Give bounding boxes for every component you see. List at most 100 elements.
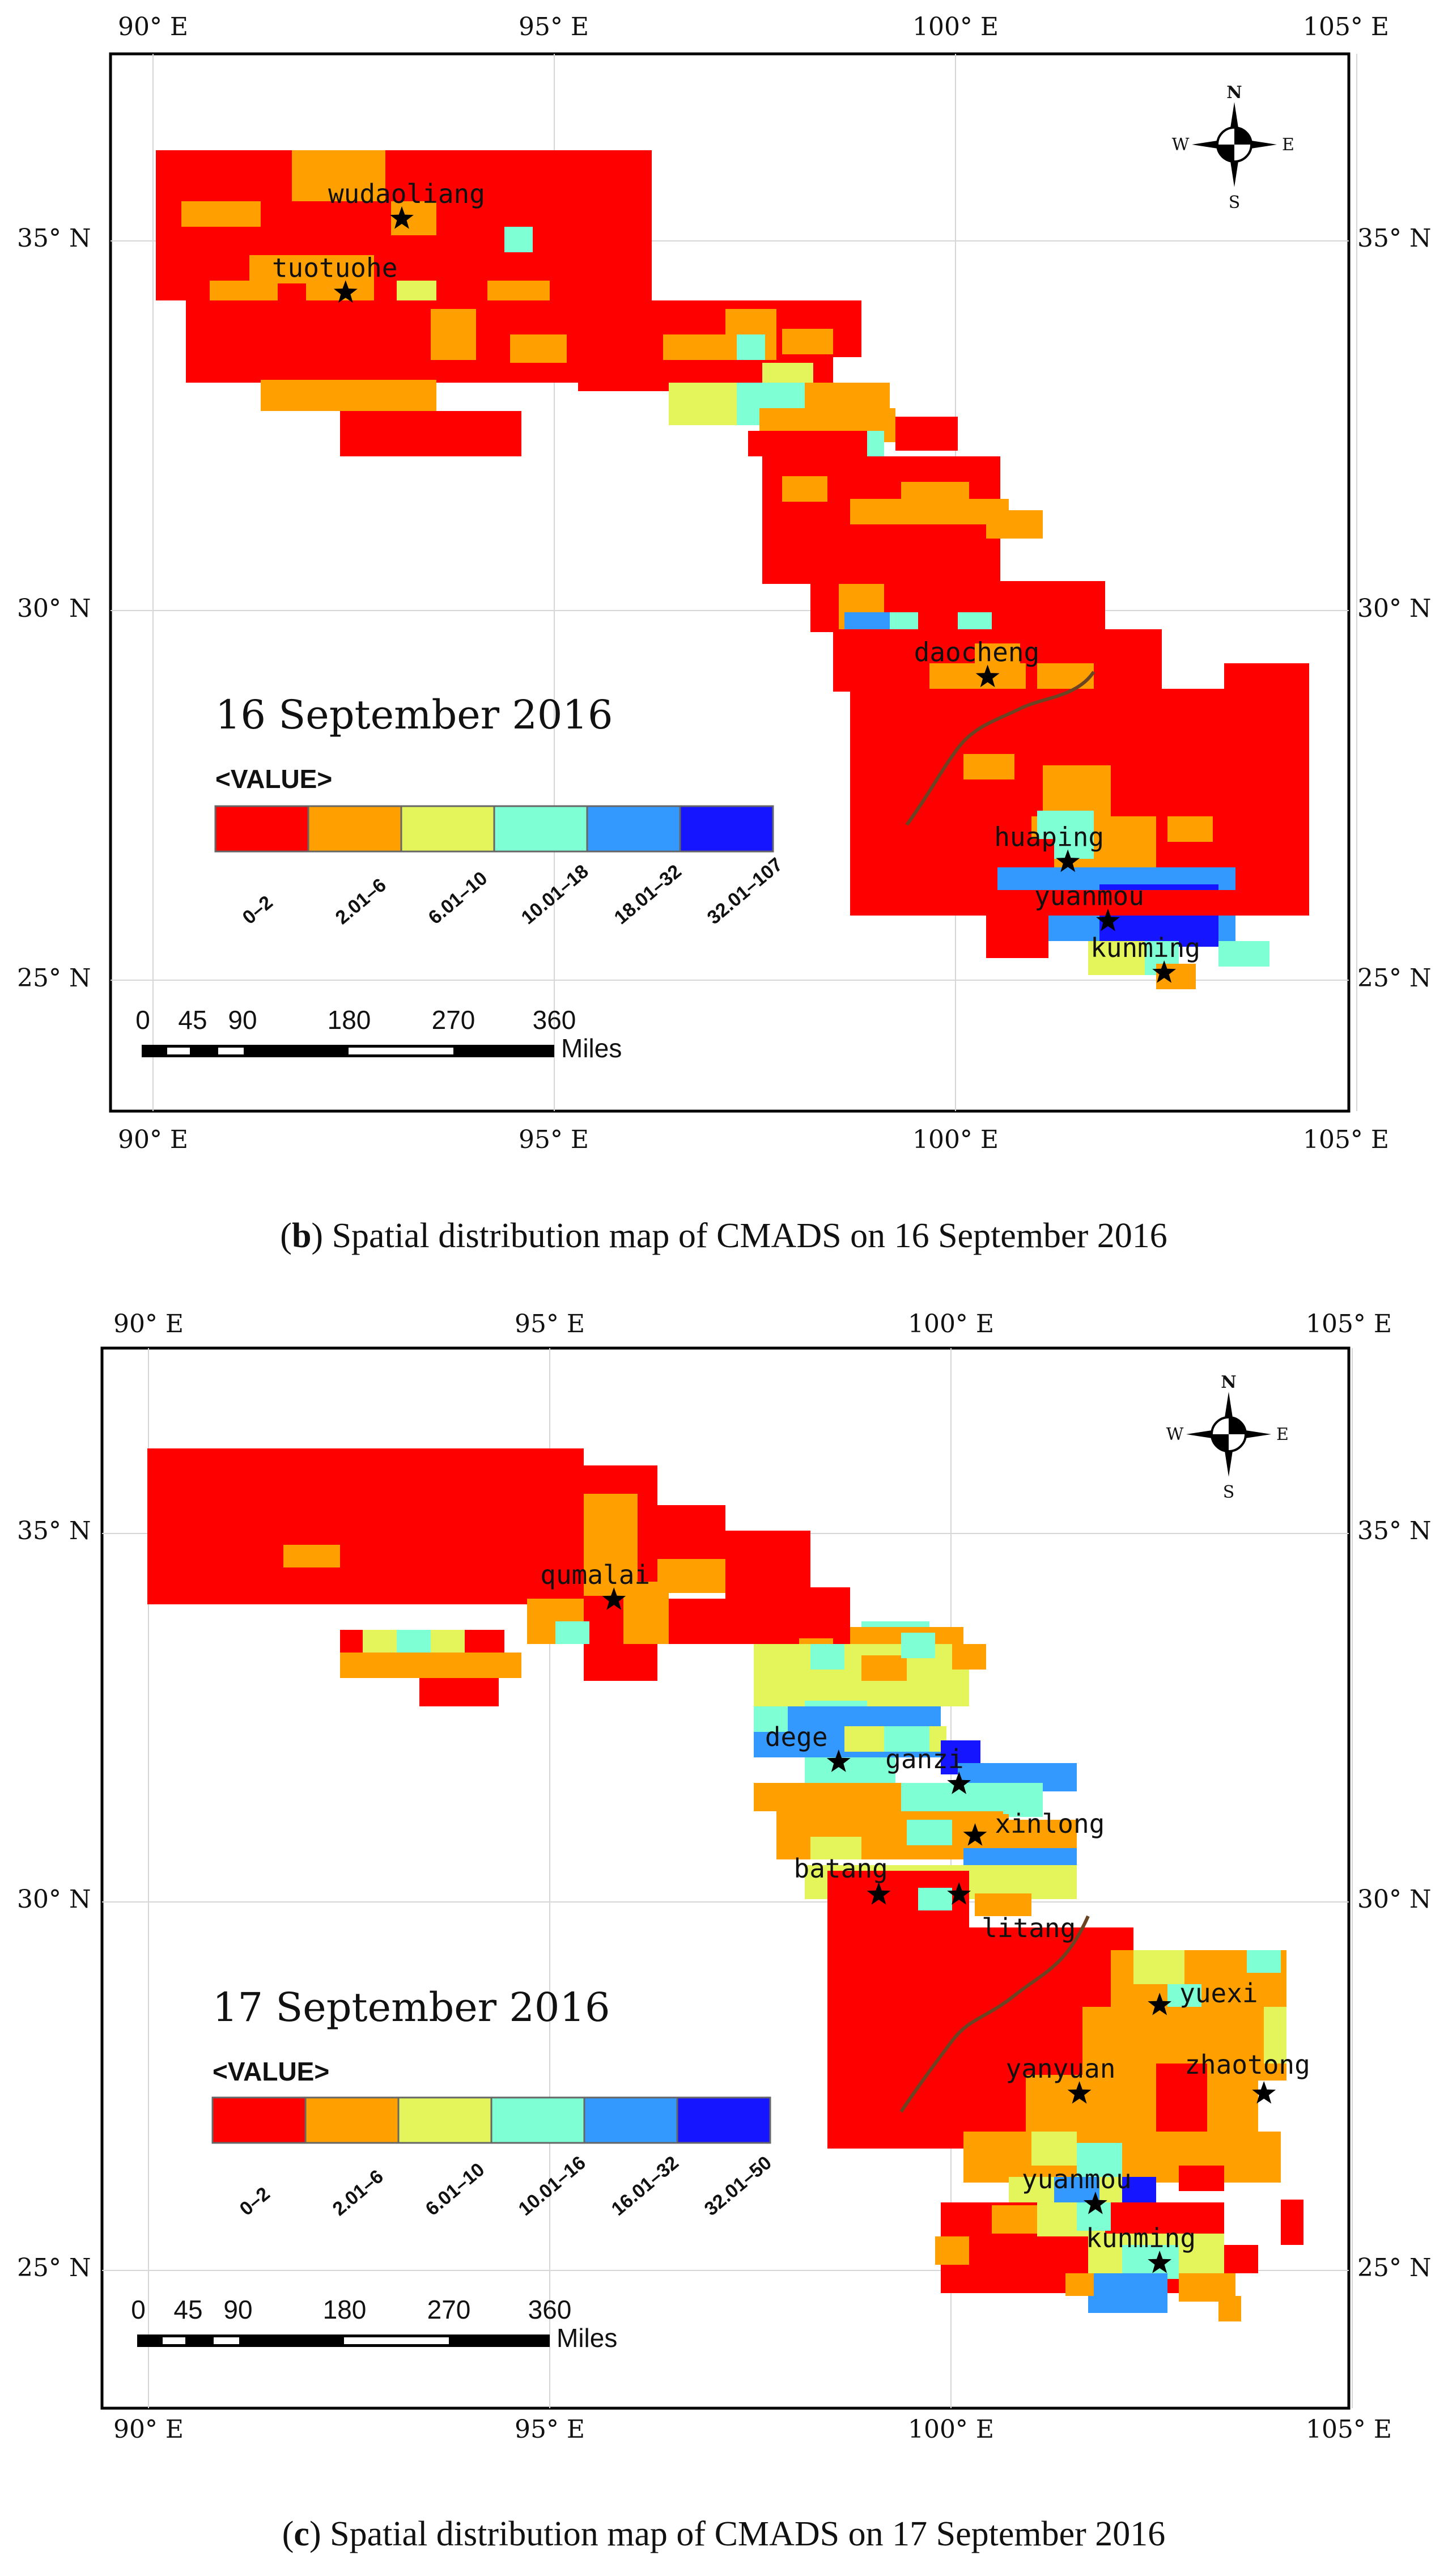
raster-cell-10.01–16 xyxy=(918,1888,952,1910)
right-lat-label-30: 30° N xyxy=(1357,1885,1431,1914)
station-star-yuanmou xyxy=(1084,2192,1107,2214)
raster-cell-2.01–6 xyxy=(261,380,436,411)
panel-17-september: 90° E 95° E 100° E 105° E 90° E 95° E 10… xyxy=(17,1310,1431,2553)
caption-text: Spatial distribution map of CMADS on 17 … xyxy=(330,2515,1165,2553)
scale-tick-360: 360 xyxy=(533,1005,576,1035)
raster-cell-10.01–16 xyxy=(754,1706,788,1732)
raster-cell-2.01–6 xyxy=(935,2236,969,2265)
raster-cell-2.01–6 xyxy=(1037,663,1094,689)
raster-cell-2.01–6 xyxy=(850,499,1009,524)
raster-cell-2.01–6 xyxy=(249,255,374,283)
raster-cell-6.01–10 xyxy=(1031,2132,1077,2166)
legend-swatch-6.01–10 xyxy=(400,805,495,853)
bottom-lon-label-90: 90° E xyxy=(118,1125,188,1154)
station-star-daocheng xyxy=(975,664,1000,688)
raster-cell-10.01–16 xyxy=(397,1630,431,1653)
raster-cell-0–2 xyxy=(805,527,975,584)
station-markers: qumalai dege ganzi xinlong batang litang yuexi… xyxy=(540,1560,1310,2273)
top-lon-label-100: 100° E xyxy=(912,12,999,41)
scale-tick-270: 270 xyxy=(427,2295,471,2324)
raster-cell-10.01–16 xyxy=(1247,1950,1281,1973)
station-star-huaping xyxy=(1056,849,1080,872)
station-label-batang: batang xyxy=(794,1853,888,1884)
bottom-lon-label-95: 95° E xyxy=(519,1125,589,1154)
scale-bar: 0 45 90 180 270 360 Miles xyxy=(135,1005,622,1063)
raster-cell-10.01–16 xyxy=(901,1633,935,1658)
raster-cell-0–2 xyxy=(737,1587,850,1644)
raster-cell-2.01–6 xyxy=(754,1783,901,1811)
station-star-kunming xyxy=(1152,960,1177,983)
top-lon-label-90: 90° E xyxy=(113,1310,184,1338)
date-label: 17 September 2016 xyxy=(213,1984,610,2031)
station-label-xinlong: xinlong xyxy=(995,1808,1105,1839)
raster-cell-2.01–6 xyxy=(283,1545,340,1567)
caption: (b) Spatial distribution map of CMADS on… xyxy=(280,1217,1167,1255)
left-lat-label-25: 25° N xyxy=(17,964,91,993)
raster-cell-0–2 xyxy=(1224,2245,1258,2273)
station-label-daocheng: daocheng xyxy=(914,637,1040,667)
station-star-dege xyxy=(826,1749,851,1772)
legend-swatch-2.01–6 xyxy=(307,805,402,853)
caption-letter: c xyxy=(294,2515,309,2553)
station-markers: wudaoliang tuotuohe daocheng huaping yuanmou… xyxy=(272,179,1200,983)
raster-cell-0–2 xyxy=(419,1678,499,1706)
left-lat-label-30: 30° N xyxy=(17,594,91,623)
panel-16-september: 90° E 95° E 100° E 105° E 90° E 95° E 10… xyxy=(17,12,1431,1255)
raster-cell-2.01–6 xyxy=(805,383,890,408)
station-label-zhaotong: zhaotong xyxy=(1184,2049,1310,2080)
raster-cell-10.01–16 xyxy=(1077,2143,1122,2177)
scale-tick-180: 180 xyxy=(328,1005,371,1035)
raster-cell-0–2 xyxy=(952,890,1303,916)
raster-cell-32.01–50 xyxy=(1122,2177,1156,2202)
date-label: 16 September 2016 xyxy=(215,692,613,738)
raster-cell-16.01–32 xyxy=(1054,2177,1099,2202)
station-label-kunming: kunming xyxy=(1090,933,1200,963)
raster-cell-2.01–6 xyxy=(952,1644,986,1670)
scale-tick-360: 360 xyxy=(528,2295,572,2324)
raster-cell-2.01–6 xyxy=(782,476,827,502)
raster-cell-2.01–6 xyxy=(986,510,1043,539)
left-lat-label-35: 35° N xyxy=(17,224,91,253)
compass-w: W xyxy=(1172,135,1190,155)
station-star-yuexi xyxy=(1148,1993,1172,2015)
station-label-qumalai: qumalai xyxy=(540,1560,650,1590)
raster-cell-2.01–6 xyxy=(431,309,476,360)
raster-cell-10.01–18 xyxy=(737,334,765,360)
caption: (c) Spatial distribution map of CMADS on… xyxy=(282,2515,1165,2553)
legend-swatch-32.01–107 xyxy=(679,805,774,853)
raster-cell-6.01–10 xyxy=(1264,2007,1286,2064)
station-label-kunming: kunming xyxy=(1086,2223,1196,2253)
compass-w: W xyxy=(1166,1425,1184,1444)
caption-text: Spatial distribution map of CMADS on 16 … xyxy=(332,1217,1167,1255)
top-lon-label-95: 95° E xyxy=(515,1310,585,1338)
raster-cell-2.01–6 xyxy=(1167,816,1213,842)
bottom-lon-label-100: 100° E xyxy=(908,2415,994,2444)
legend-swatch-18.01–32 xyxy=(586,805,681,853)
station-label-litang: litang xyxy=(982,1913,1076,1943)
station-star-wudaoliang xyxy=(390,206,414,229)
station-star-ganzi xyxy=(947,1772,971,1794)
station-label-ganzi: ganzi xyxy=(885,1744,963,1774)
raster-cell-6.01–10 xyxy=(810,1837,861,1859)
station-star-zhaotong xyxy=(1252,2081,1276,2104)
right-lat-label-35: 35° N xyxy=(1357,224,1431,253)
raster-cell-6.01–10 xyxy=(431,1630,465,1653)
raster-cell-0–2 xyxy=(657,1505,725,1562)
caption-letter: b xyxy=(292,1217,311,1255)
legend-header: <VALUE> xyxy=(215,764,332,794)
raster-cell-6.01–10 xyxy=(1133,1950,1184,1984)
compass-rose: N S E W xyxy=(1172,83,1294,213)
raster-cell-2.01–6 xyxy=(510,334,567,363)
right-lat-label-25: 25° N xyxy=(1357,964,1431,993)
raster-cell-0–2 xyxy=(1281,2200,1303,2245)
raster-cell-2.01–6 xyxy=(1065,2273,1094,2296)
station-label-dege: dege xyxy=(765,1722,828,1752)
right-lat-label-30: 30° N xyxy=(1357,594,1431,623)
raster-cell-2.01–6 xyxy=(861,1655,907,1681)
compass-n: N xyxy=(1221,1372,1236,1392)
compass-n: N xyxy=(1226,83,1242,103)
station-star-yuanmou xyxy=(1096,908,1120,931)
river-line xyxy=(905,671,1095,826)
top-lon-label-95: 95° E xyxy=(519,12,589,41)
top-lon-label-100: 100° E xyxy=(908,1310,994,1338)
